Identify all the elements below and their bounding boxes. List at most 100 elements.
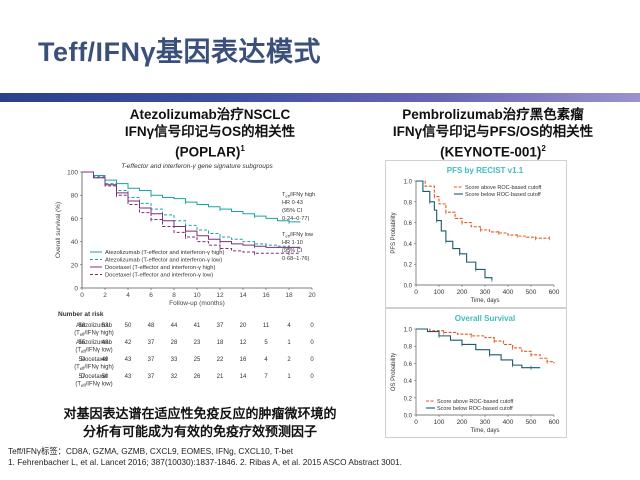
y-tick-label: 0.8 xyxy=(404,345,413,351)
legend-label: Score below ROC-based cutoff xyxy=(465,192,541,198)
slide-title: Teff/IFNγ基因表达模式 xyxy=(38,37,321,67)
x-tick-label: 100 xyxy=(434,419,445,426)
x-tick-label: 10 xyxy=(193,292,201,299)
risk-value: 22 xyxy=(217,357,224,363)
legend-label: Score below ROC-based cutoff xyxy=(437,406,513,412)
y-tick-label: 1.0 xyxy=(404,328,413,334)
right-heading: Pembrolizumab治疗黑色素瘤 IFNγ信号印记与PFS/OS的相关性 … xyxy=(358,106,628,161)
risk-value: 0 xyxy=(310,340,314,346)
risk-value: 0 xyxy=(310,357,314,363)
risk-value: 43 xyxy=(125,357,132,363)
risk-value: 28 xyxy=(171,340,178,346)
risk-value: 58 xyxy=(79,323,86,329)
hr-high-annotation: (95% CI xyxy=(282,208,303,214)
risk-row-sublabel-part: (T xyxy=(74,331,80,337)
hr-high-annotation-part: 0·24–0·77) xyxy=(282,216,310,222)
pfs-km-chart: PFS by RECIST v1.1 0.0 0.2 0.4 0.6 0.8 1.0 0 100… xyxy=(391,166,560,304)
hr-low-annotation: Teff/IFNγ low xyxy=(282,232,314,239)
risk-value: 5 xyxy=(264,340,268,346)
y-tick-label: 0.4 xyxy=(404,379,413,385)
risk-value: 50 xyxy=(102,374,109,380)
y-tick-label: 40 xyxy=(71,239,79,246)
x-axis-label: Time, days xyxy=(470,428,499,434)
y-tick-label: 0.0 xyxy=(404,284,413,290)
x-tick-label: 18 xyxy=(285,292,293,299)
hr-high-annotation-part: eff xyxy=(285,194,290,199)
hr-low-annotation-part: 0·68–1·76) xyxy=(282,256,310,262)
x-tick-label: 16 xyxy=(262,292,270,299)
risk-value: 4 xyxy=(264,357,268,363)
risk-row-sublabel: (Teff/IFNγ high) xyxy=(74,365,114,372)
os-panel: Overall Survival 0.0 0.2 0.4 0.6 0.8 1.0 0 100 20… xyxy=(385,308,567,438)
right-heading-line-3: (KEYNOTE-001)2 xyxy=(358,140,628,161)
hr-high-annotation: 0·24–0·77) xyxy=(282,216,310,222)
risk-value: 21 xyxy=(217,374,224,380)
left-heading-line-3: (POPLAR)1 xyxy=(60,140,360,161)
hr-high-annotation: Teff/IFNγ high xyxy=(282,192,315,199)
risk-value: 20 xyxy=(240,323,247,329)
risk-row-sublabel-part: eff xyxy=(81,383,86,388)
risk-value: 4 xyxy=(287,323,291,329)
km-series-1 xyxy=(82,171,301,248)
y-tick-label: 0.2 xyxy=(404,263,413,269)
y-tick-label: 0.2 xyxy=(404,396,413,402)
x-axis-label: Time, days xyxy=(470,298,499,304)
hr-high-annotation-part: (95% CI xyxy=(282,208,303,214)
x-tick-label: 8 xyxy=(172,292,176,299)
risk-value: 37 xyxy=(148,374,155,380)
legend-label: Docetaxel (T-effector and interferon-γ l… xyxy=(105,273,213,279)
x-tick-label: 14 xyxy=(239,292,247,299)
km-series-2 xyxy=(82,171,301,248)
risk-value: 11 xyxy=(263,323,270,329)
hr-low-annotation-part: (95% CI xyxy=(282,248,303,254)
risk-value: 18 xyxy=(217,340,224,346)
risk-row-sublabel-part: (T xyxy=(75,382,81,388)
legend-label: Score above ROC-based cutoff xyxy=(465,185,542,191)
risk-row-sublabel-part: /IFNγ low) xyxy=(86,382,113,388)
left-heading-study: (POPLAR) xyxy=(175,144,241,160)
legend-label: Atezolizumab (T-effector and interferon-… xyxy=(105,258,222,264)
os-km-chart-right: Overall Survival 0.0 0.2 0.4 0.6 0.8 1.0 0 100 20… xyxy=(391,314,560,434)
x-tick-label: 2 xyxy=(103,292,107,299)
risk-row-sublabel-part: /IFNγ high) xyxy=(84,331,113,337)
risk-value: 54 xyxy=(79,357,86,363)
risk-value: 16 xyxy=(240,357,247,363)
y-tick-label: 0.6 xyxy=(404,221,413,227)
risk-value: 33 xyxy=(171,357,178,363)
y-tick-label: 1.0 xyxy=(404,180,413,186)
risk-row-sublabel-part: /IFNγ high) xyxy=(84,365,113,371)
footnote-references: 1. Fehrenbacher L, et al. Lancet 2016; 3… xyxy=(8,457,402,467)
km-series-1 xyxy=(416,328,541,369)
hr-high-annotation: HR 0·43 xyxy=(282,200,303,206)
hr-low-annotation: HR 1·10 xyxy=(282,240,303,246)
legend-label: Score above ROC-based cutoff xyxy=(437,399,514,405)
left-heading-line-1: Atezolizumab治疗NSCLC xyxy=(129,107,291,122)
conclusion-line-2: 分析有可能成为有效的免疫疗效预测因子 xyxy=(82,424,317,439)
risk-value: 7 xyxy=(264,374,268,380)
km-series-0 xyxy=(82,171,301,223)
y-tick-label: 0.0 xyxy=(404,414,413,420)
footnote-signature: Teff/IFNγ标签：CD8A, GZMA, GZMB, CXCL9, EOM… xyxy=(8,446,294,456)
risk-value: 25 xyxy=(194,357,201,363)
risk-value: 37 xyxy=(217,323,224,329)
left-heading: Atezolizumab治疗NSCLC IFNγ信号印记与OS的相关性 (POP… xyxy=(60,106,360,161)
risk-value: 0 xyxy=(310,374,314,380)
risk-value: 50 xyxy=(125,323,132,329)
chart-title: PFS by RECIST v1.1 xyxy=(447,166,524,175)
risk-row-sublabel-part: eff xyxy=(80,366,85,371)
conclusion-text: 对基因表达谱在适应性免疫反应的肿瘤微环境的 分析有可能成为有效的免疫疗效预测因子 xyxy=(30,405,370,441)
risk-row-label: Docetaxel xyxy=(81,374,108,380)
right-heading-study: (KEYNOTE-001) xyxy=(440,144,542,160)
y-tick-label: 20 xyxy=(71,262,79,269)
risk-value: 53 xyxy=(102,323,109,329)
risk-row-label: Atezolizumab xyxy=(76,340,113,346)
header-band xyxy=(0,93,640,102)
right-heading-line-2: IFNγ信号印记与PFS/OS的相关性 xyxy=(392,124,594,139)
risk-row-sublabel-part: (T xyxy=(74,365,80,371)
left-km-panel: T-effector and interferon-γ gene signatu… xyxy=(50,160,350,392)
hr-low-annotation-part: HR 1·10 xyxy=(282,240,303,246)
y-tick-label: 100 xyxy=(67,170,78,177)
risk-value: 37 xyxy=(148,340,155,346)
hr-low-annotation: 0·68–1·76) xyxy=(282,256,310,262)
risk-value: 57 xyxy=(79,374,86,380)
